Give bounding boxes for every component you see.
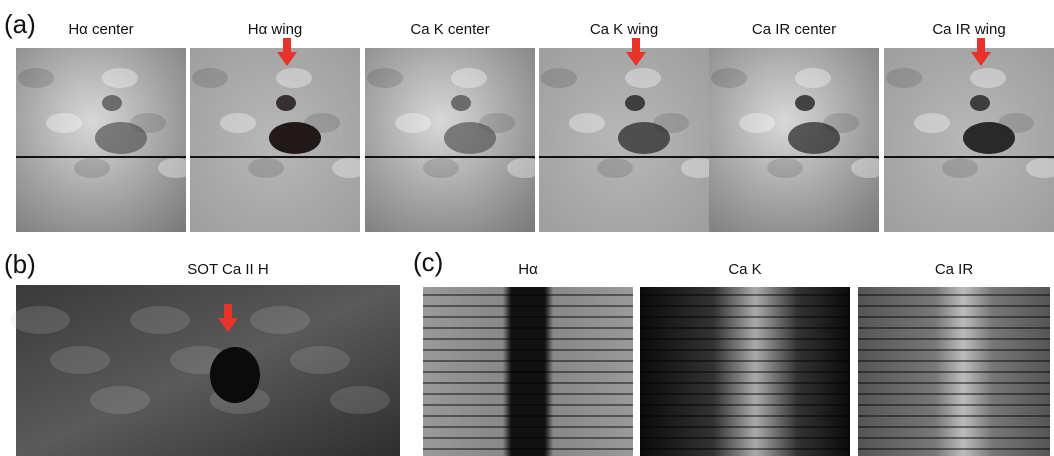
texture	[541, 68, 577, 88]
texture	[332, 158, 368, 178]
spot	[795, 95, 815, 111]
spot	[618, 122, 670, 154]
panel-label: (a)	[4, 9, 36, 39]
texture	[942, 158, 978, 178]
image-title: Ca IR center	[752, 21, 836, 38]
spot	[210, 347, 260, 403]
texture	[625, 68, 661, 88]
texture	[18, 68, 54, 88]
image-title: Ca IR wing	[932, 21, 1005, 38]
texture	[276, 68, 312, 88]
figure: (a) (b) (c) Hα center Hα wing Ca K center C…	[0, 0, 1054, 456]
spot	[625, 95, 645, 111]
texture	[192, 68, 228, 88]
texture	[767, 158, 803, 178]
texture	[914, 113, 950, 133]
image-title: Ca K wing	[590, 21, 658, 38]
texture	[90, 386, 150, 414]
texture	[851, 158, 887, 178]
texture	[795, 68, 831, 88]
spectrum-lines	[858, 287, 1050, 456]
spot	[102, 95, 122, 111]
spot	[963, 122, 1015, 154]
texture	[451, 68, 487, 88]
spot	[276, 95, 296, 111]
texture	[46, 113, 82, 133]
panel-label: (b)	[4, 249, 36, 279]
texture	[10, 306, 70, 334]
texture	[395, 113, 431, 133]
texture	[102, 68, 138, 88]
spot	[269, 122, 321, 154]
spectrum-lines	[423, 287, 633, 456]
texture	[50, 346, 110, 374]
texture	[74, 158, 110, 178]
texture	[423, 158, 459, 178]
texture	[597, 158, 633, 178]
image-title: Hα center	[68, 21, 133, 38]
spot	[95, 122, 147, 154]
spot	[788, 122, 840, 154]
texture	[250, 306, 310, 334]
texture	[711, 68, 747, 88]
image-title: Ca K center	[410, 21, 489, 38]
texture	[507, 158, 543, 178]
texture	[158, 158, 194, 178]
texture	[330, 386, 390, 414]
spot	[451, 95, 471, 111]
texture	[290, 346, 350, 374]
texture	[739, 113, 775, 133]
spot	[444, 122, 496, 154]
texture	[130, 306, 190, 334]
texture	[367, 68, 403, 88]
texture	[220, 113, 256, 133]
texture	[970, 68, 1006, 88]
image-title: SOT Ca II H	[187, 261, 268, 278]
texture	[886, 68, 922, 88]
image-title: Ca K	[728, 261, 761, 278]
image-title: Hα	[518, 261, 538, 278]
spot	[970, 95, 990, 111]
image-title: Ca IR	[935, 261, 974, 278]
texture	[248, 158, 284, 178]
texture	[569, 113, 605, 133]
image-title: Hα wing	[248, 21, 303, 38]
spectrum-lines	[640, 287, 850, 456]
panel-label: (c)	[413, 247, 443, 277]
